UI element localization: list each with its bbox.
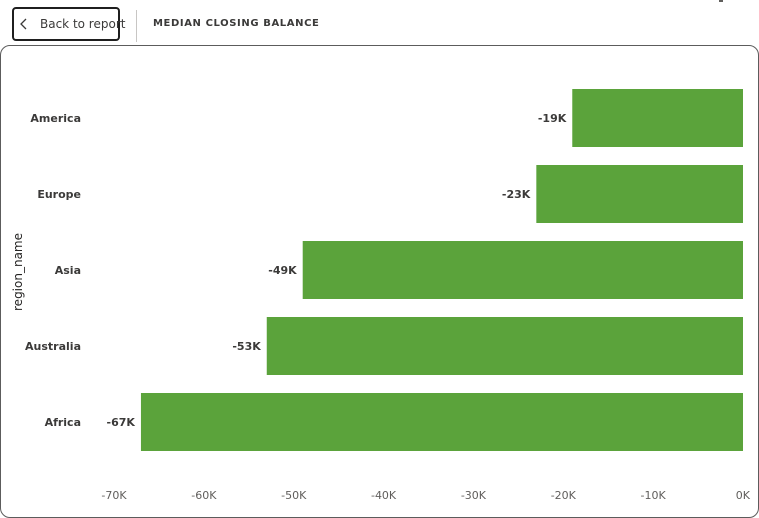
bar-chart: region_name America -19K Europe -23K Asia -49… bbox=[11, 89, 751, 502]
header-divider bbox=[136, 10, 137, 42]
x-tick-label: -20K bbox=[551, 489, 577, 502]
back-to-report-label: Back to report bbox=[40, 17, 126, 31]
x-tick-label: -60K bbox=[191, 489, 217, 502]
category-label-america: America bbox=[30, 112, 81, 125]
chart-panel: region_name America -19K Europe -23K Asia -49… bbox=[0, 45, 759, 518]
bar-america[interactable] bbox=[572, 89, 743, 147]
x-tick-label: -40K bbox=[371, 489, 397, 502]
data-label-europe: -23K bbox=[502, 188, 531, 201]
category-label-europe: Europe bbox=[37, 188, 81, 201]
bar-asia[interactable] bbox=[302, 241, 743, 299]
x-tick-label: -30K bbox=[461, 489, 487, 502]
x-tick-label: -50K bbox=[281, 489, 307, 502]
y-axis-title: region_name bbox=[11, 233, 25, 311]
bars-layer: America -19K Europe -23K Asia -49K Australia -5… bbox=[25, 89, 743, 451]
x-tick-label: -10K bbox=[641, 489, 667, 502]
x-tick-label: -70K bbox=[101, 489, 127, 502]
back-to-report-button[interactable]: Back to report bbox=[12, 7, 125, 41]
x-tick-label: 0K bbox=[736, 489, 751, 502]
chevron-left-icon bbox=[20, 15, 28, 33]
bar-australia[interactable] bbox=[266, 317, 743, 375]
category-label-australia: Australia bbox=[25, 340, 81, 353]
top-bar: Back to report MEDIAN CLOSING BALANCE bbox=[0, 0, 759, 46]
bar-africa[interactable] bbox=[140, 393, 743, 451]
corner-mark bbox=[719, 0, 723, 2]
bar-europe[interactable] bbox=[536, 165, 743, 223]
page-title: MEDIAN CLOSING BALANCE bbox=[153, 18, 320, 29]
category-label-asia: Asia bbox=[55, 264, 81, 277]
category-label-africa: Africa bbox=[45, 416, 81, 429]
data-label-australia: -53K bbox=[232, 340, 261, 353]
x-axis-ticks: -70K -60K -50K -40K -30K -20K -10K 0K bbox=[101, 489, 750, 502]
data-label-asia: -49K bbox=[268, 264, 297, 277]
data-label-africa: -67K bbox=[107, 416, 136, 429]
data-label-america: -19K bbox=[538, 112, 567, 125]
